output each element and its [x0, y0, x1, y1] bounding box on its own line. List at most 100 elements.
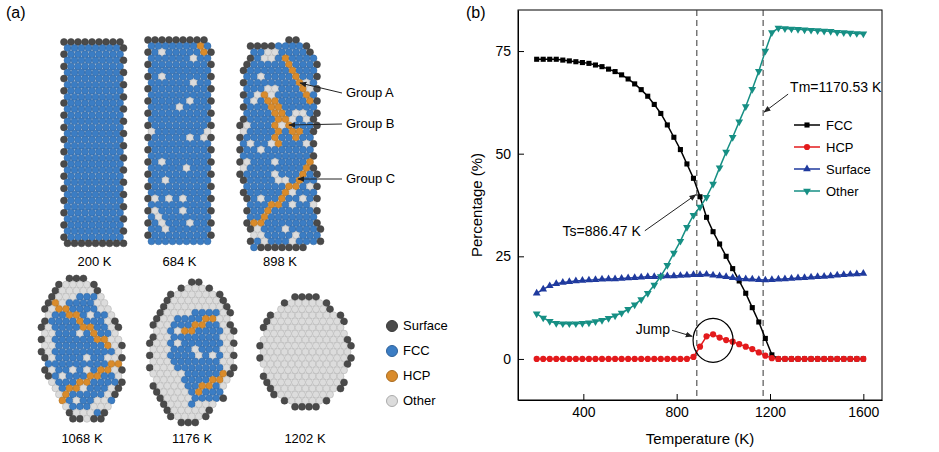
atom [201, 159, 208, 166]
atom [258, 195, 265, 202]
atom [76, 415, 83, 422]
atom [62, 318, 69, 325]
atom [279, 195, 286, 202]
atom [274, 385, 281, 392]
atom [223, 328, 230, 335]
atom [113, 179, 120, 186]
atom [188, 303, 195, 310]
atom [173, 207, 180, 214]
atom [337, 312, 344, 319]
atom [82, 173, 89, 180]
atom [169, 238, 176, 245]
atom [247, 79, 254, 86]
x-axis-title: Temperature (K) [646, 430, 754, 447]
atom [164, 309, 171, 316]
atom [316, 348, 323, 355]
atom [82, 185, 89, 192]
atom [115, 336, 122, 343]
atom [82, 87, 89, 94]
atom [289, 55, 296, 62]
atom [45, 324, 52, 331]
atom [334, 367, 341, 374]
atom [279, 220, 286, 227]
atom [223, 340, 230, 347]
atom [244, 122, 251, 129]
atom [117, 63, 124, 70]
atom [171, 370, 178, 377]
atom [296, 116, 303, 123]
atom [90, 330, 97, 337]
atom [80, 360, 87, 367]
atom [162, 55, 169, 62]
atom [66, 287, 73, 294]
series-marker [697, 194, 702, 199]
atom [195, 315, 202, 322]
atom [76, 367, 83, 374]
atom [282, 67, 289, 74]
series-marker [572, 321, 580, 328]
atom [254, 43, 261, 50]
atom [55, 379, 62, 386]
atom [303, 116, 310, 123]
series-marker [768, 30, 776, 37]
atom [185, 370, 192, 377]
atom [265, 220, 272, 227]
atom [187, 195, 194, 202]
atom [310, 67, 317, 74]
atom [296, 152, 303, 159]
series-marker [554, 57, 559, 62]
atom [155, 213, 162, 220]
series-marker [703, 270, 711, 277]
atom [85, 57, 92, 64]
x-tick-label: 400 [572, 404, 596, 420]
atom [159, 146, 166, 153]
atom [62, 391, 69, 398]
atom [45, 348, 52, 355]
atom [341, 355, 348, 362]
y-tick-mark [518, 359, 524, 360]
atom [48, 354, 55, 361]
atom [254, 201, 261, 208]
legend-label: Surface [826, 162, 871, 177]
atom [150, 358, 157, 365]
atom [159, 85, 166, 92]
series-marker [846, 31, 854, 38]
series-marker [789, 356, 794, 361]
atom [244, 195, 251, 202]
series-marker [632, 81, 637, 86]
atom [145, 220, 152, 227]
series-marker [546, 319, 554, 326]
series-marker [690, 354, 696, 360]
atom [279, 171, 286, 178]
atom [85, 228, 92, 235]
atom [73, 373, 80, 380]
atom [55, 318, 62, 325]
atom [334, 330, 341, 337]
atom [337, 361, 344, 368]
atom [289, 140, 296, 147]
atom [278, 306, 285, 313]
atom [195, 401, 202, 408]
atom [300, 49, 307, 56]
atom [85, 118, 92, 125]
series-marker [795, 356, 801, 362]
atom [115, 324, 122, 331]
series-marker [748, 275, 756, 282]
atom [296, 226, 303, 233]
atom [309, 361, 316, 368]
series-marker [533, 312, 541, 319]
atom [251, 207, 258, 214]
series-marker [716, 272, 724, 279]
series-marker [716, 165, 724, 172]
atom [146, 364, 153, 371]
atom [97, 391, 104, 398]
atom [334, 318, 341, 325]
snapshot-label: 1176 K [172, 431, 213, 446]
atom [202, 303, 209, 310]
atom [309, 312, 316, 319]
atom [68, 234, 75, 241]
atom [271, 379, 278, 386]
atom [73, 312, 80, 319]
atom [288, 385, 295, 392]
atom [152, 49, 159, 56]
